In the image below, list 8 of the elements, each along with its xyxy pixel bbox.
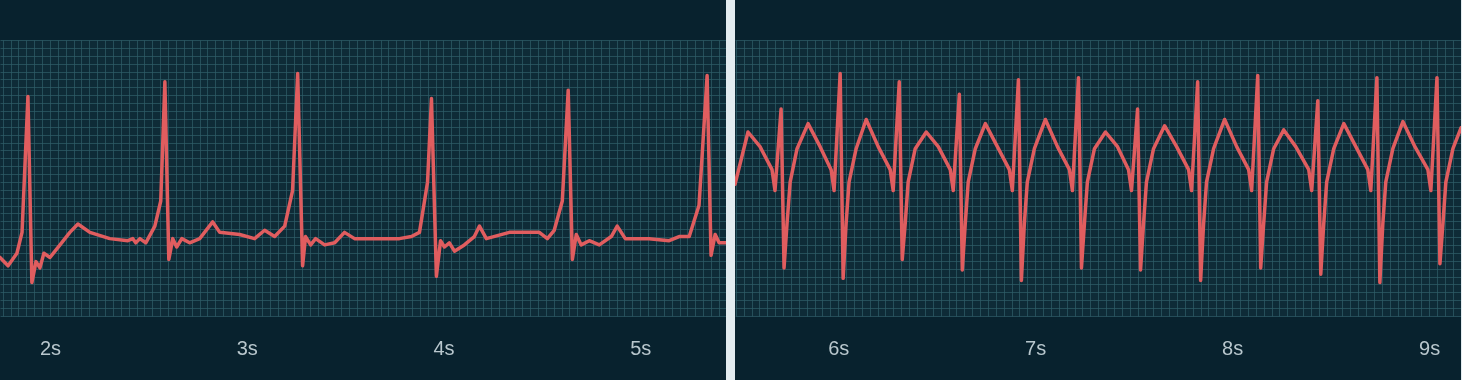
x-tick-label: 4s [433,336,455,359]
x-tick-label: 2s [39,336,62,359]
x-tick-label: 7s [1025,336,1047,359]
x-tick-label: 9s [1419,336,1441,359]
x-tick-label: 6s [828,336,850,359]
x-tick-label: 8s [1222,336,1244,359]
x-tick-label: 5s [630,336,652,359]
x-tick-label: 3s [236,336,258,359]
